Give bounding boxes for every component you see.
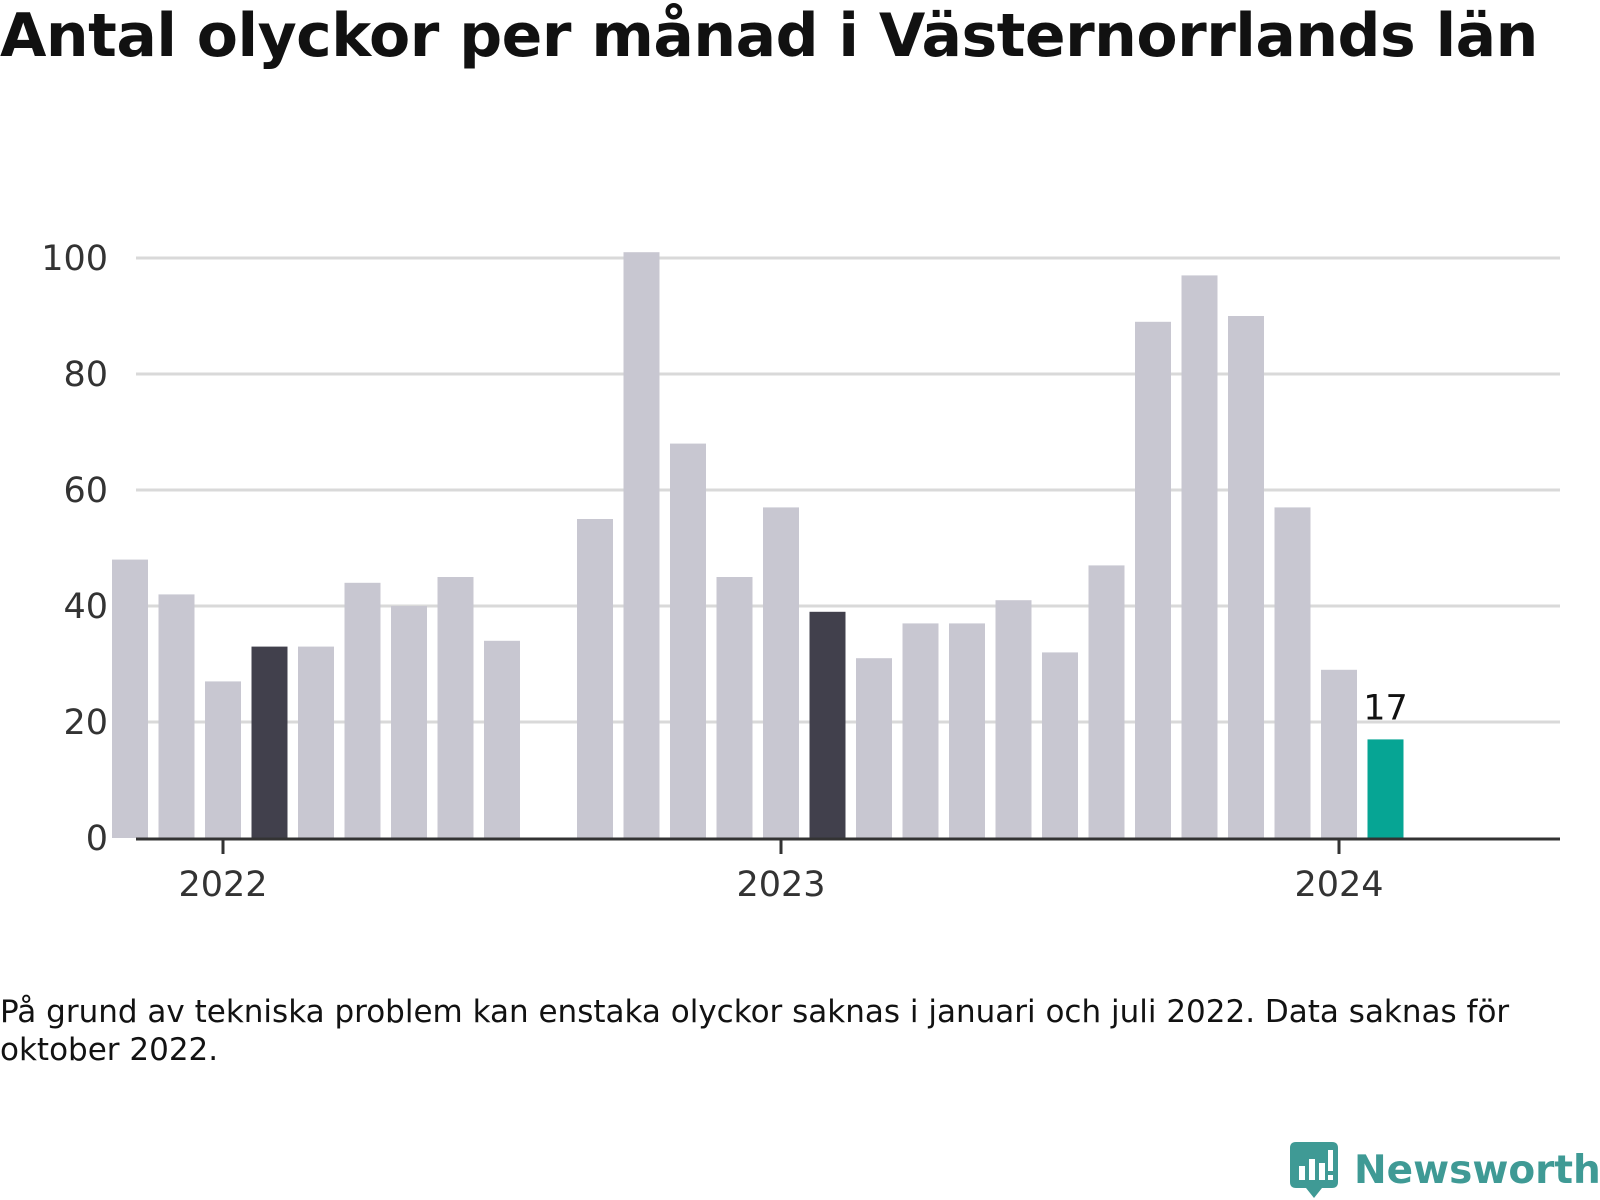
bar [1135,321,1171,838]
bar [1088,565,1125,838]
y-tick-label: 20 [63,703,108,743]
bar [298,646,334,838]
x-tick-label: 2022 [178,865,267,905]
bar [158,594,195,838]
bar [484,640,520,838]
bar [1274,507,1311,838]
bar [902,623,939,838]
bar [344,582,381,838]
bar [1321,669,1357,838]
footnote: På grund av tekniska problem kan enstaka… [0,994,1510,1068]
x-tick-label: 2023 [736,865,825,905]
bars [112,252,1404,838]
bar [763,507,799,838]
data-labels: 17 [1363,688,1408,728]
y-tick-label: 100 [41,239,108,279]
bar [995,600,1032,838]
bar [716,577,753,838]
bar [670,443,706,838]
bar [1042,652,1078,838]
bar [809,611,846,838]
x-axis: 2022 2023 2024 [136,837,1560,905]
bar-chart: 0 20 40 60 80 100 2022 2023 2024 17 [41,239,1560,905]
bar [1181,275,1218,838]
y-tick-label: 40 [63,587,108,627]
bar [112,559,148,838]
y-tick-label: 80 [63,355,108,395]
bar [623,252,660,838]
y-axis-ticks: 0 20 40 60 80 100 [41,239,108,859]
y-tick-label: 0 [86,819,108,859]
brand-name: Newsworthy [1354,1147,1600,1193]
bar [205,681,241,838]
y-tick-label: 60 [63,471,108,511]
x-tick-label: 2024 [1294,865,1383,905]
bar [251,646,288,838]
bar [856,658,892,838]
bar [437,577,474,838]
newsworthy-logo-icon [1290,1142,1338,1198]
bar [1228,316,1264,838]
data-label: 17 [1363,688,1408,728]
bar [949,623,985,838]
newsworthy-logo: Newsworthy [1290,1140,1600,1200]
chart-title: Antal olyckor per månad i Västernorrland… [0,1,1538,71]
bar [1367,739,1404,838]
bar [577,519,613,838]
bar [391,606,427,838]
